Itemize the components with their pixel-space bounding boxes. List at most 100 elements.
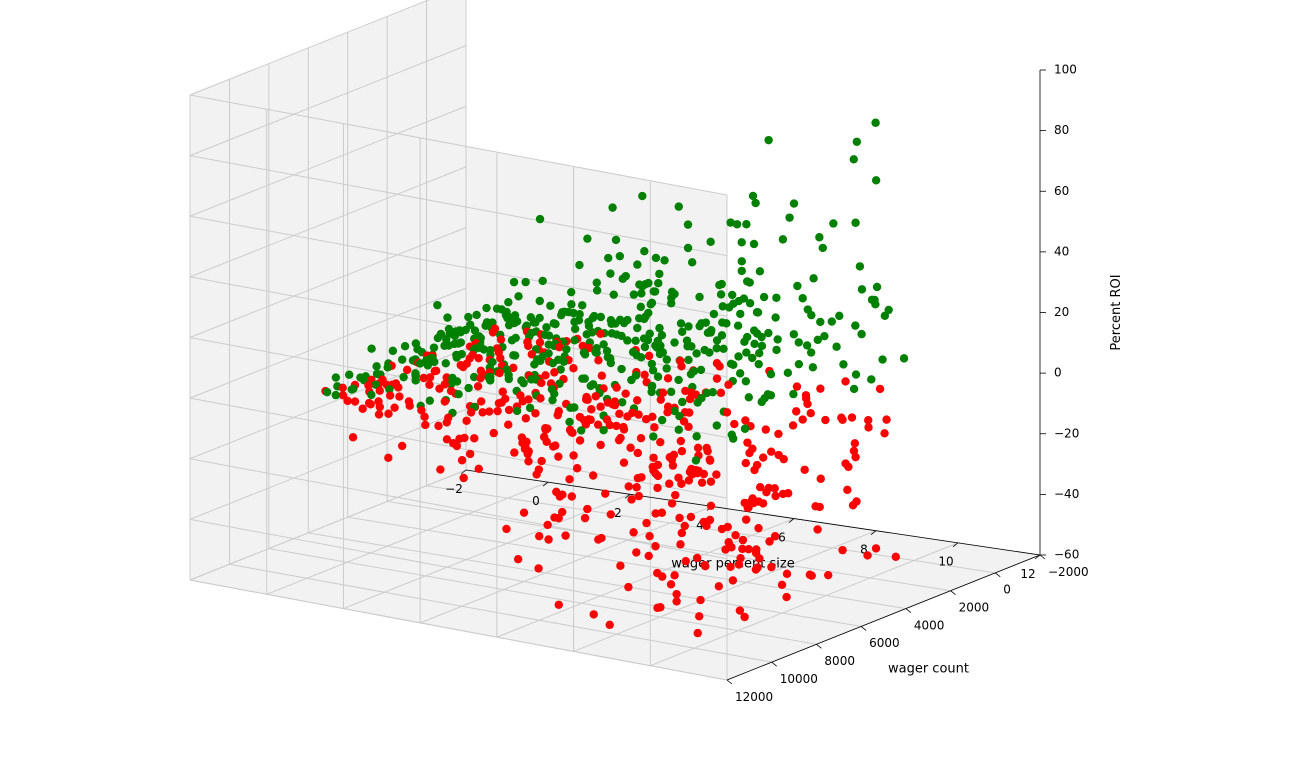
scatter-point [623, 336, 631, 344]
scatter-point [722, 319, 730, 327]
scatter-point [642, 415, 650, 423]
scatter-point [674, 376, 682, 384]
scatter-point [815, 233, 823, 241]
scatter-point [593, 279, 601, 287]
scatter-point [583, 234, 591, 242]
scatter-point [637, 434, 645, 442]
scatter-point [550, 368, 558, 376]
scatter-point [667, 388, 675, 396]
scatter-point [852, 370, 860, 378]
scatter-point [807, 311, 815, 319]
scatter-point [772, 346, 780, 354]
scatter-point [569, 364, 577, 372]
scatter-point [725, 303, 733, 311]
scatter-point [740, 613, 748, 621]
scatter-point [650, 423, 658, 431]
scatter-point [864, 423, 872, 431]
svg-text:0: 0 [532, 494, 540, 508]
scatter-point [872, 544, 880, 552]
scatter-point [724, 381, 732, 389]
scatter-point [565, 475, 573, 483]
scatter-point [619, 275, 627, 283]
scatter-point [589, 471, 597, 479]
scatter-point [567, 300, 575, 308]
scatter-point [548, 396, 556, 404]
scatter-point [771, 492, 779, 500]
scatter-point [653, 604, 661, 612]
scatter3d-chart: −2024681012−2000020004000600080001000012… [0, 0, 1310, 778]
scatter-point [687, 342, 695, 350]
scatter-point [420, 374, 428, 382]
scatter-point [795, 338, 803, 346]
scatter-point [621, 389, 629, 397]
scatter-point [807, 348, 815, 356]
scatter-point [411, 376, 419, 384]
panels [190, 0, 1040, 680]
scatter-point [750, 466, 758, 474]
scatter-point [478, 408, 486, 416]
scatter-point [702, 522, 710, 530]
scatter-point [713, 421, 721, 429]
scatter-point [828, 317, 836, 325]
svg-text:−2000: −2000 [1048, 565, 1089, 579]
scatter-point [604, 254, 612, 262]
scatter-point [441, 397, 449, 405]
scatter-point [568, 429, 576, 437]
scatter-point [667, 580, 675, 588]
scatter-point [803, 400, 811, 408]
scatter-point [712, 470, 720, 478]
scatter-point [738, 267, 746, 275]
scatter-point [832, 343, 840, 351]
scatter-point [746, 299, 754, 307]
scatter-point [742, 220, 750, 228]
scatter-point [670, 571, 678, 579]
scatter-point [687, 513, 695, 521]
scatter-point [654, 279, 662, 287]
scatter-point [454, 390, 462, 398]
scatter-point [692, 456, 700, 464]
scatter-point [606, 269, 614, 277]
scatter-point [490, 429, 498, 437]
scatter-point [375, 410, 383, 418]
scatter-point [459, 474, 467, 482]
scatter-point [634, 449, 642, 457]
scatter-point [675, 202, 683, 210]
scatter-point [618, 398, 626, 406]
scatter-point [542, 323, 550, 331]
scatter-point [684, 244, 692, 252]
scatter-point [764, 136, 772, 144]
scatter-point [752, 565, 760, 573]
scatter-point [332, 391, 340, 399]
scatter-point [758, 342, 766, 350]
scatter-point [872, 176, 880, 184]
scatter-point [562, 345, 570, 353]
scatter-point [635, 492, 643, 500]
scatter-point [706, 238, 714, 246]
scatter-point [495, 399, 503, 407]
scatter-point [792, 407, 800, 415]
scatter-point [687, 370, 695, 378]
scatter-point [756, 267, 764, 275]
scatter-point [549, 359, 557, 367]
scatter-point [741, 425, 749, 433]
scatter-point [634, 474, 642, 482]
scatter-point [878, 355, 886, 363]
scatter-point [505, 406, 513, 414]
scatter-point [736, 310, 744, 318]
scatter-point [524, 457, 532, 465]
scatter-point [624, 583, 632, 591]
scatter-point [610, 290, 618, 298]
scatter-point [551, 320, 559, 328]
scatter-point [536, 215, 544, 223]
scatter-point [651, 287, 659, 295]
scatter-point [718, 525, 726, 533]
scatter-point [715, 281, 723, 289]
scatter-point [615, 436, 623, 444]
scatter-point [474, 382, 482, 390]
scatter-point [671, 491, 679, 499]
scatter-point [729, 434, 737, 442]
scatter-point [433, 301, 441, 309]
scatter-point [596, 403, 604, 411]
scatter-point [851, 453, 859, 461]
scatter-point [677, 319, 685, 327]
